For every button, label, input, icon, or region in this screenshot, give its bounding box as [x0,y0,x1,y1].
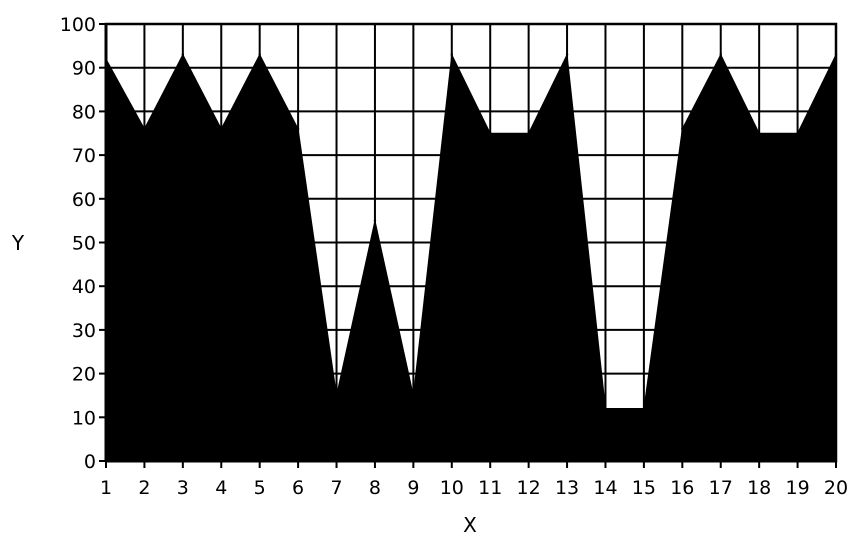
data-point [796,132,799,135]
x-tick-labels: 1 2 3 4 5 6 7 8 9 10 11 12 13 14 15 16 17 18 19 20 [100,477,848,499]
x-tick-label: 2 [138,477,150,499]
x-tick-label: 8 [369,477,381,499]
y-tick-label: 10 [72,407,96,429]
x-tick-label: 10 [440,477,464,499]
data-point [565,53,569,56]
y-tick-label: 30 [72,320,96,342]
data-point [220,127,223,131]
x-tick-label: 15 [632,477,656,499]
data-point [719,53,722,56]
x-tick-label: 12 [517,477,541,499]
y-tick-label: 20 [72,364,96,386]
axes [99,22,838,468]
x-tick-label: 7 [330,477,342,499]
data-point [143,127,146,131]
y-tick-label: 50 [72,233,96,255]
y-axis-title: Y [11,231,25,255]
data-point [335,394,338,397]
x-tick-label: 4 [215,477,227,499]
x-tick-label: 18 [747,477,771,499]
y-tick-label: 70 [72,145,96,167]
x-tick-label: 19 [785,477,809,499]
y-tick-label: 60 [72,189,96,211]
x-tick-label: 20 [824,477,848,499]
x-tick-label: 5 [254,477,266,499]
x-tick-label: 11 [478,477,502,499]
data-point [642,407,646,410]
y-tick-label: 80 [72,101,96,123]
data-point [296,127,300,131]
x-tick-label: 6 [292,477,304,499]
x-tick-label: 3 [177,477,189,499]
data-point [373,219,377,222]
area-fill [105,52,837,462]
x-tick-label: 9 [407,477,419,499]
data-point [181,53,185,56]
area-series [104,52,838,462]
data-point [681,127,684,131]
data-point [527,132,530,135]
y-tick-label: 90 [72,58,96,80]
x-tick-label: 17 [709,477,733,499]
x-tick-label: 16 [670,477,694,499]
y-tick-labels: 0 10 20 30 40 50 60 70 80 90 100 [60,14,96,473]
data-point [604,407,607,410]
data-point [450,53,453,56]
data-point [412,394,415,397]
data-point [757,132,761,135]
x-axis-title: X [463,513,477,537]
y-tick-label: 100 [60,14,96,36]
data-point [489,132,492,135]
x-tick-label: 14 [593,477,617,499]
y-tick-label: 0 [84,451,96,473]
x-tick-label: 13 [555,477,579,499]
y-tick-label: 40 [72,276,96,298]
x-tick-label: 1 [100,477,112,499]
data-point [258,53,261,56]
